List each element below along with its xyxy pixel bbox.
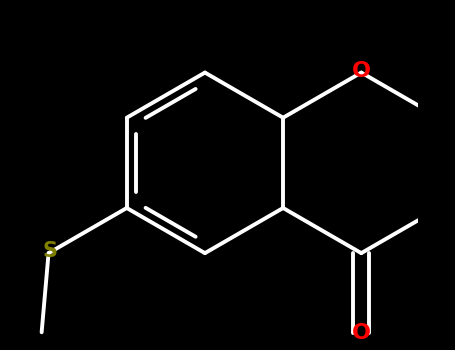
Text: S: S — [43, 241, 58, 261]
Text: O: O — [352, 61, 371, 81]
Text: O: O — [352, 323, 371, 343]
